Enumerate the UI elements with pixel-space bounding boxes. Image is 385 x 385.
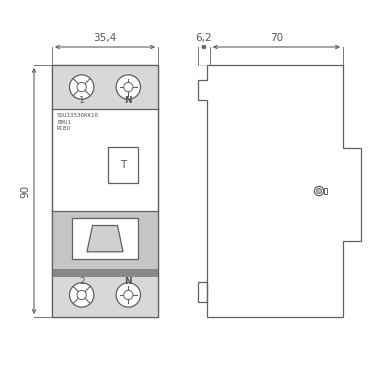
Bar xyxy=(108,147,138,183)
Circle shape xyxy=(315,186,324,196)
Bar xyxy=(72,218,138,259)
Text: 90: 90 xyxy=(20,184,30,198)
Text: 5SU13536KK10: 5SU13536KK10 xyxy=(57,113,99,118)
Text: 6,2: 6,2 xyxy=(196,33,212,43)
Text: B0U1: B0U1 xyxy=(57,120,71,125)
Bar xyxy=(52,269,158,277)
Text: N: N xyxy=(124,277,132,286)
Polygon shape xyxy=(87,226,123,252)
Circle shape xyxy=(69,75,94,99)
Text: 1: 1 xyxy=(79,96,85,105)
Bar xyxy=(324,188,327,194)
Circle shape xyxy=(77,82,86,92)
Circle shape xyxy=(77,290,86,300)
Bar xyxy=(52,65,158,317)
Bar xyxy=(52,65,158,317)
Circle shape xyxy=(69,283,94,307)
Bar xyxy=(52,273,158,317)
Text: 70: 70 xyxy=(270,33,283,43)
Circle shape xyxy=(124,82,133,92)
Circle shape xyxy=(116,75,141,99)
Text: T: T xyxy=(120,160,126,170)
Polygon shape xyxy=(198,65,361,317)
Bar xyxy=(52,211,158,273)
Circle shape xyxy=(316,188,321,194)
Text: RCBO: RCBO xyxy=(57,126,71,131)
Circle shape xyxy=(116,283,141,307)
Text: 2: 2 xyxy=(79,277,84,286)
Text: 35,4: 35,4 xyxy=(94,33,117,43)
Circle shape xyxy=(124,290,133,300)
Bar xyxy=(52,65,158,109)
Text: N: N xyxy=(124,96,132,105)
